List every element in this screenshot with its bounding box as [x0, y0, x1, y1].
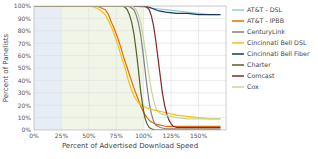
legend-label: Cincinnati Bell Fiber — [247, 50, 310, 57]
x-axis-label: Percent of Advertised Download Speed — [62, 142, 198, 150]
plot-frame — [34, 6, 226, 130]
grid-line — [34, 80, 226, 81]
legend-label: AT&T - IPBB — [247, 17, 284, 24]
y-tick-label: 90% — [18, 15, 32, 22]
legend-label: Charter — [247, 61, 271, 68]
legend-swatch — [232, 75, 244, 77]
series-line — [34, 6, 221, 128]
y-tick-label: 60% — [18, 52, 32, 59]
grid-line — [88, 6, 89, 130]
legend-label: AT&T - DSL — [247, 6, 283, 13]
legend-label: Cincinnati Bell DSL — [247, 39, 307, 46]
grid-line — [34, 55, 226, 56]
legend-swatch — [232, 53, 244, 55]
grid-line — [34, 92, 226, 93]
legend-swatch — [232, 64, 244, 66]
y-tick-label: 40% — [18, 77, 32, 84]
grid-line — [34, 105, 226, 106]
x-tick-label: 25% — [55, 132, 69, 139]
legend-swatch — [232, 9, 244, 11]
series-line — [34, 6, 221, 129]
grid-line — [171, 6, 172, 130]
series-line — [34, 6, 221, 126]
x-tick-label: 100% — [135, 132, 152, 139]
grid-line — [116, 6, 117, 130]
y-tick-label: 20% — [18, 102, 32, 109]
y-tick-label: 50% — [18, 64, 32, 71]
chart: 0%10%20%30%40%50%60%70%80%90%100%0%25%50… — [0, 0, 318, 159]
series-line — [34, 6, 221, 119]
x-tick-label: 150% — [190, 132, 207, 139]
legend-label: Comcast — [247, 72, 275, 79]
series-line — [34, 6, 221, 119]
y-tick-label: 30% — [18, 89, 32, 96]
legend-swatch — [232, 20, 244, 22]
legend-label: Cox — [247, 83, 259, 90]
legend-swatch — [232, 42, 244, 44]
legend: AT&T - DSL AT&T - IPBB CenturyLink Cincinna… — [232, 6, 310, 90]
grid-line — [34, 43, 226, 44]
y-tick-label: 100% — [14, 2, 31, 9]
x-tick-label: 0% — [29, 132, 39, 139]
grid-line — [34, 30, 226, 31]
x-tick-label: 125% — [163, 132, 180, 139]
series-line — [34, 6, 221, 130]
grid-line — [61, 6, 62, 130]
legend-swatch — [232, 86, 244, 88]
y-tick-label: 70% — [18, 40, 32, 47]
x-tick-label: 75% — [110, 132, 124, 139]
x-tick-label: 50% — [82, 132, 96, 139]
plot-area — [34, 6, 226, 130]
legend-swatch — [232, 31, 244, 33]
legend-label: CenturyLink — [247, 28, 285, 36]
grid-line — [198, 6, 199, 130]
y-axis-label: Percent of Panelists — [2, 33, 10, 102]
grid-line — [34, 68, 226, 69]
y-tick-label: 80% — [18, 27, 32, 34]
y-tick-label: 10% — [18, 114, 32, 121]
